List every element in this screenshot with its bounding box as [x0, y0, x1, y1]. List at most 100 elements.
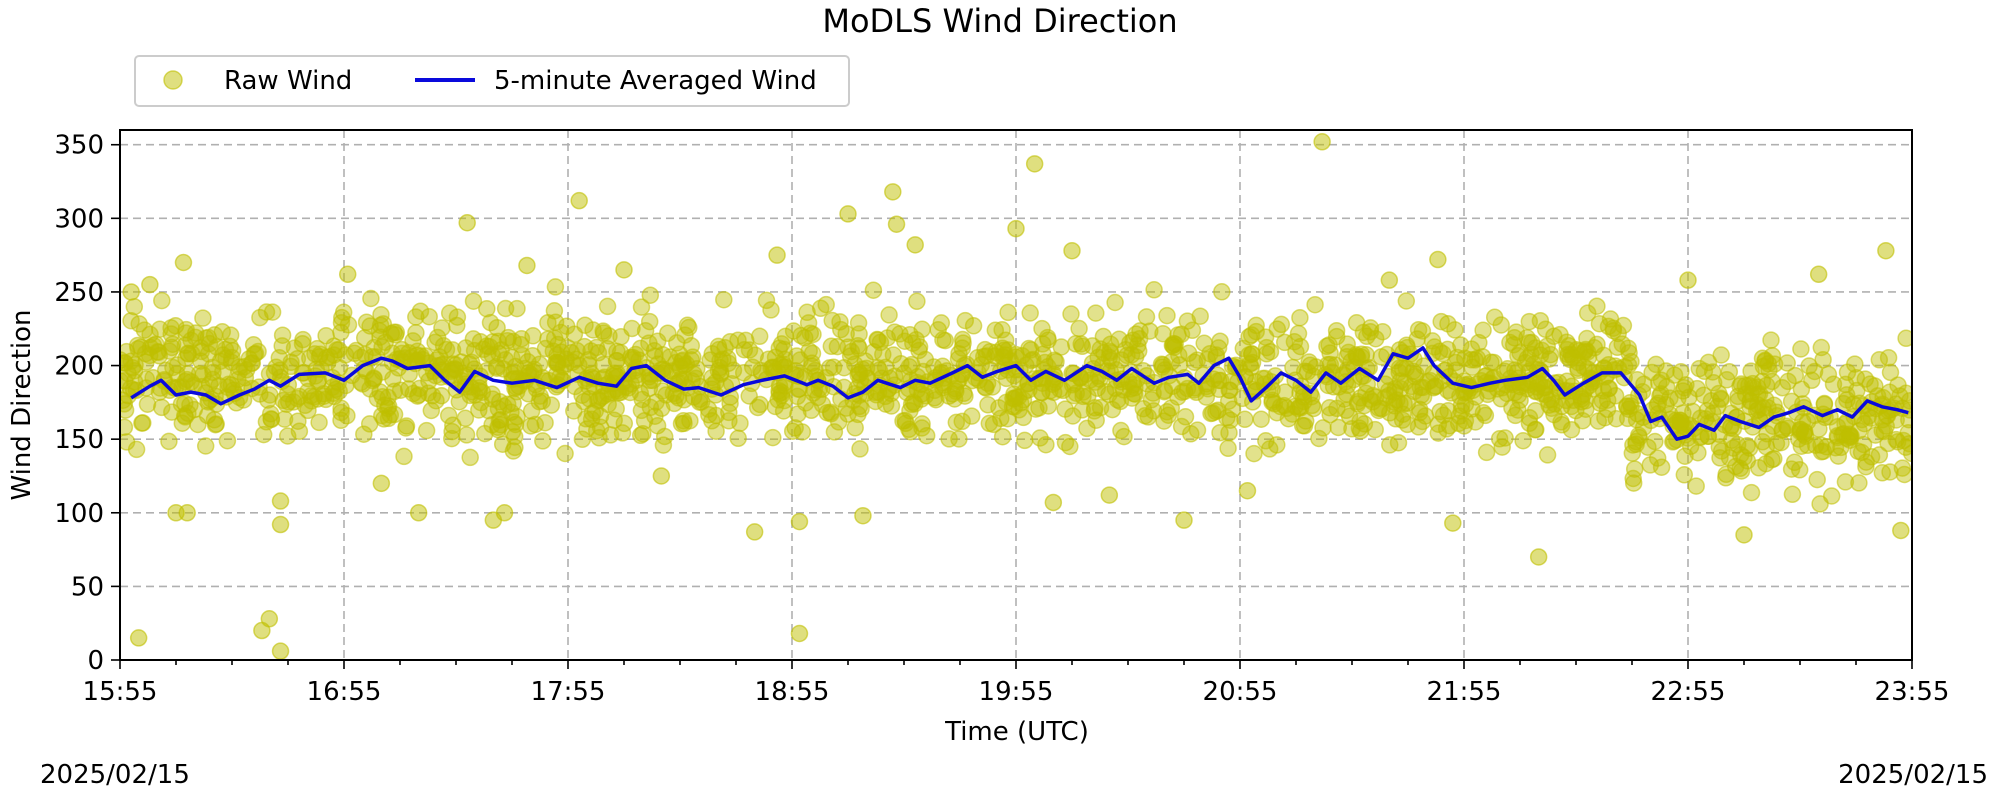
raw-wind-point: [575, 392, 593, 411]
legend-raw-wind-label: Raw Wind: [224, 66, 352, 96]
raw-wind-point: [1757, 437, 1776, 456]
raw-wind-point: [1704, 374, 1723, 392]
raw-wind-point: [1736, 376, 1755, 395]
raw-wind-point: [221, 326, 240, 344]
raw-wind-point: [1447, 361, 1465, 379]
raw-wind-point: [488, 318, 506, 337]
raw-wind-point: [409, 504, 428, 522]
raw-wind-point: [1175, 511, 1193, 529]
raw-wind-point: [422, 401, 441, 420]
raw-wind-point: [1100, 385, 1118, 404]
raw-wind-point: [138, 395, 157, 413]
raw-wind-point: [1276, 383, 1294, 401]
raw-wind-point: [404, 384, 423, 403]
raw-wind-point: [1361, 390, 1379, 408]
raw-wind-point: [1738, 436, 1756, 455]
raw-wind-point: [953, 412, 971, 431]
raw-wind-point: [1091, 398, 1110, 417]
raw-wind-point: [1529, 548, 1548, 566]
raw-wind-point: [963, 371, 982, 390]
raw-wind-point: [646, 407, 664, 425]
raw-wind-point: [1879, 348, 1898, 367]
raw-wind-point: [750, 327, 769, 346]
raw-wind-point: [254, 425, 273, 444]
raw-wind-point: [1410, 400, 1429, 419]
raw-wind-point: [1279, 409, 1298, 428]
raw-wind-point: [1593, 391, 1612, 410]
raw-wind-point: [1881, 363, 1900, 382]
raw-wind-point: [607, 399, 625, 418]
raw-wind-point: [1007, 219, 1025, 238]
raw-wind-point: [1291, 308, 1309, 327]
raw-wind-point: [534, 432, 552, 450]
raw-wind-point: [306, 367, 325, 385]
raw-wind-point: [1257, 432, 1275, 450]
raw-wind-point: [271, 642, 290, 660]
raw-wind-point: [1319, 376, 1337, 395]
raw-wind-point: [1742, 362, 1760, 380]
raw-wind-point: [275, 410, 294, 428]
raw-wind-point: [682, 351, 701, 369]
raw-wind-point: [1811, 495, 1829, 513]
raw-wind-point: [573, 430, 592, 449]
y-tick-label: 0: [87, 646, 104, 676]
raw-wind-point: [947, 413, 966, 432]
raw-wind-point: [478, 299, 496, 318]
raw-wind-point: [1176, 408, 1195, 426]
raw-wind-point: [1485, 308, 1504, 327]
raw-wind-point: [1712, 346, 1730, 364]
raw-wind-point: [1252, 410, 1270, 428]
raw-wind-point: [512, 329, 531, 348]
raw-wind-point: [1394, 405, 1412, 423]
raw-wind-point: [1718, 371, 1736, 389]
raw-wind-point: [803, 344, 822, 363]
raw-wind-point: [745, 523, 764, 541]
raw-wind-point: [194, 309, 212, 327]
raw-wind-point: [839, 205, 857, 223]
raw-wind-point: [1268, 320, 1287, 338]
raw-wind-point: [1741, 392, 1759, 411]
raw-wind-point: [950, 430, 968, 448]
x-tick-label: 22:55: [1651, 677, 1726, 707]
raw-wind-point: [846, 355, 864, 374]
raw-wind-point: [489, 418, 507, 437]
raw-wind-point: [1238, 481, 1257, 500]
raw-wind-point: [1588, 297, 1606, 315]
raw-wind-point: [661, 348, 679, 366]
raw-wind-point: [1397, 292, 1416, 310]
raw-wind-point: [1852, 443, 1871, 462]
raw-wind-point: [522, 402, 541, 420]
raw-wind-point: [582, 410, 601, 429]
raw-wind-point: [711, 365, 730, 383]
raw-wind-point: [1474, 321, 1492, 340]
raw-wind-point: [1559, 348, 1577, 366]
raw-wind-point: [1025, 155, 1044, 173]
raw-wind-point: [122, 283, 140, 301]
raw-wind-point: [1295, 417, 1314, 435]
raw-wind-point: [271, 492, 290, 510]
raw-wind-point: [1015, 431, 1034, 450]
raw-wind-point: [1742, 483, 1761, 502]
raw-wind-point: [999, 303, 1017, 322]
raw-wind-point: [997, 393, 1015, 412]
raw-wind-point: [993, 427, 1012, 446]
raw-wind-point: [1220, 424, 1238, 442]
raw-wind-point: [1536, 320, 1555, 339]
raw-wind-point: [1100, 486, 1119, 504]
raw-wind-point: [1805, 362, 1824, 381]
raw-wind-point: [162, 325, 180, 343]
end-date-label: 2025/02/15: [1838, 760, 1988, 790]
raw-wind-point: [1446, 321, 1464, 339]
raw-wind-point: [759, 350, 778, 368]
raw-wind-point: [900, 420, 918, 439]
raw-wind-point: [1380, 271, 1399, 289]
raw-wind-point: [551, 323, 570, 342]
raw-wind-point: [433, 319, 451, 337]
raw-wind-point: [125, 297, 144, 316]
raw-wind-point: [279, 393, 298, 411]
y-tick-label: 150: [54, 425, 104, 455]
raw-wind-point: [1448, 348, 1466, 367]
raw-wind-point: [1141, 322, 1159, 340]
raw-wind-point: [1760, 361, 1778, 379]
